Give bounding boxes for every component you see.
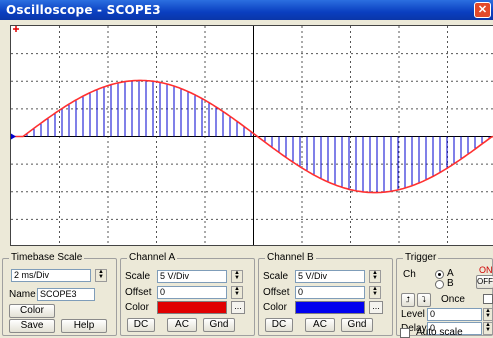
auto-scale-checkbox[interactable] [400, 328, 410, 338]
channel-a-color-picker[interactable]: ... [231, 301, 245, 314]
color-button[interactable]: Color [9, 304, 55, 318]
channel-a-scale-label: Scale [125, 271, 151, 282]
trigger-legend: Trigger [403, 252, 439, 263]
channel-b-dc-button[interactable]: DC [265, 318, 293, 332]
waveform-plot [11, 26, 493, 245]
channel-a-offset-spinner[interactable]: ▲ ▼ [231, 286, 243, 299]
name-label: Name [9, 289, 36, 300]
help-button[interactable]: Help [61, 319, 107, 333]
trigger-delay-label: Delay [401, 323, 427, 334]
channel-b-ac-button[interactable]: AC [305, 318, 335, 332]
timebase-legend: Timebase Scale [9, 252, 85, 263]
window-title: Oscilloscope - SCOPE3 [6, 3, 161, 17]
channel-a-offset-input[interactable]: 0 [157, 286, 227, 299]
channel-b-gnd-button[interactable]: Gnd [341, 318, 373, 332]
trigger-once-checkbox[interactable] [483, 294, 493, 304]
channel-a-color-label: Color [125, 302, 149, 313]
trigger-channel-a-radio[interactable] [435, 270, 444, 279]
channel-b-scale-spinner[interactable]: ▲ ▼ [369, 270, 381, 283]
channel-a-trace [11, 79, 493, 194]
trigger-channel-a-label: A [447, 268, 454, 279]
channel-a-offset-label: Offset [125, 287, 152, 298]
trigger-channel-b-label: B [447, 278, 454, 289]
falling-edge-icon[interactable]: ⮧ [417, 293, 431, 307]
title-bar: Oscilloscope - SCOPE3 ✕ [0, 0, 493, 20]
name-input[interactable]: SCOPE3 [37, 288, 95, 301]
trigger-once-label: Once [441, 294, 465, 305]
channel-b-offset-input[interactable]: 0 [295, 286, 365, 299]
trigger-off-button[interactable]: OFF [476, 275, 493, 289]
channel-b-offset-spinner[interactable]: ▲ ▼ [369, 286, 381, 299]
channel-b-color-label: Color [263, 302, 287, 313]
trigger-group: Trigger Ch A B ON OFF ⮥ ⮧ Once Level 0 ▲… [396, 252, 493, 336]
channel-b-color-swatch[interactable] [295, 301, 365, 314]
channel-a-dc-button[interactable]: DC [127, 318, 155, 332]
channel-b-offset-label: Offset [263, 287, 290, 298]
channel-a-legend: Channel A [127, 252, 178, 263]
close-icon[interactable]: ✕ [474, 2, 491, 18]
trigger-level-spinner[interactable]: ▲ ▼ [483, 308, 493, 321]
trigger-on-indicator: ON [479, 265, 493, 275]
auto-scale-label: Auto scale [416, 327, 463, 338]
save-button[interactable]: Save [9, 319, 55, 333]
trigger-ch-label: Ch [403, 269, 416, 280]
scope-display [10, 25, 493, 246]
channel-a-scale-spinner[interactable]: ▲ ▼ [231, 270, 243, 283]
timebase-group: Timebase Scale 2 ms/Div ▲ ▼ Name SCOPE3 C… [2, 252, 117, 336]
channel-a-scale-input[interactable]: 5 V/Div [157, 270, 227, 283]
trigger-level-input[interactable]: 0 [427, 308, 482, 321]
channel-b-color-picker[interactable]: ... [369, 301, 383, 314]
channel-b-scale-input[interactable]: 5 V/Div [295, 270, 365, 283]
timebase-spinner[interactable]: ▲ ▼ [95, 269, 107, 282]
channel-b-legend: Channel B [265, 252, 316, 263]
channel-b-group: Channel B Scale 5 V/Div ▲ ▼ Offset 0 ▲ ▼ C… [258, 252, 393, 336]
rising-edge-icon[interactable]: ⮥ [401, 293, 415, 307]
channel-a-gnd-button[interactable]: Gnd [203, 318, 235, 332]
channel-a-color-swatch[interactable] [157, 301, 227, 314]
trigger-delay-input[interactable]: 0 [427, 322, 482, 335]
channel-b-marker [11, 133, 16, 140]
channel-b-scale-label: Scale [263, 271, 289, 282]
channel-a-ac-button[interactable]: AC [167, 318, 197, 332]
trigger-level-label: Level [401, 309, 425, 320]
trigger-delay-spinner[interactable]: ▲ ▼ [483, 322, 493, 335]
trigger-channel-b-radio[interactable] [435, 280, 444, 289]
timebase-input[interactable]: 2 ms/Div [11, 269, 91, 282]
channel-a-group: Channel A Scale 5 V/Div ▲ ▼ Offset 0 ▲ ▼ C… [120, 252, 255, 336]
